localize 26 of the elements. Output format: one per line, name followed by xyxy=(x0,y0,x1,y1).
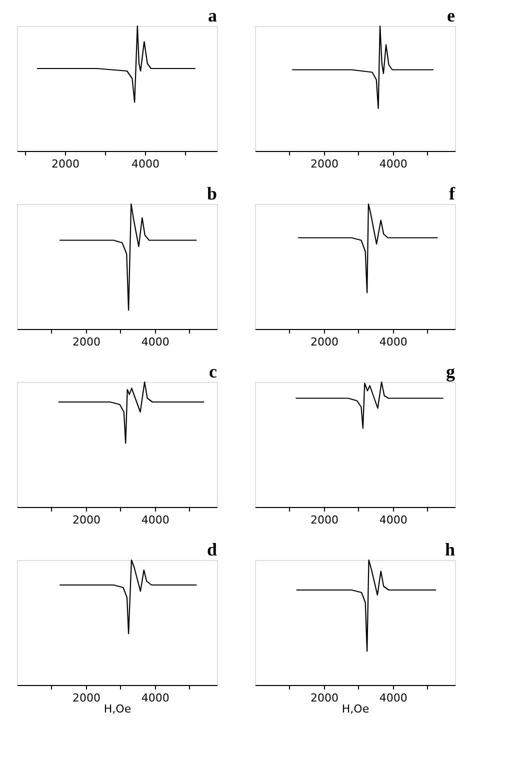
x-tick-label: 2000 xyxy=(310,514,338,526)
x-tick-label: 4000 xyxy=(379,158,408,170)
chart-title: d xyxy=(206,539,217,560)
chart-title: g xyxy=(446,361,455,382)
x-tick-label: 4000 xyxy=(141,514,170,526)
chart-title: a xyxy=(208,5,217,26)
x-tick-label: 4000 xyxy=(379,514,408,526)
x-axis-title: H,Oe xyxy=(342,702,370,716)
x-tick-label: 2000 xyxy=(310,692,338,704)
x-tick-label: 2000 xyxy=(72,514,100,526)
x-axis-title: H,Oe xyxy=(104,702,132,716)
chart-title: e xyxy=(447,5,455,26)
x-tick-label: 4000 xyxy=(132,158,160,170)
chart-title: c xyxy=(209,361,217,382)
chart-title: b xyxy=(206,183,217,204)
x-tick-label: 2000 xyxy=(72,336,100,348)
x-tick-label: 4000 xyxy=(379,336,408,348)
chart-title: f xyxy=(449,183,456,204)
x-tick-label: 4000 xyxy=(141,336,170,348)
x-tick-label: 4000 xyxy=(141,692,170,704)
x-tick-label: 2000 xyxy=(310,158,338,170)
x-tick-label: 4000 xyxy=(379,692,408,704)
x-tick-label: 2000 xyxy=(72,692,100,704)
chart-title: h xyxy=(444,539,455,560)
x-tick-label: 2000 xyxy=(310,336,338,348)
x-tick-label: 2000 xyxy=(52,158,80,170)
